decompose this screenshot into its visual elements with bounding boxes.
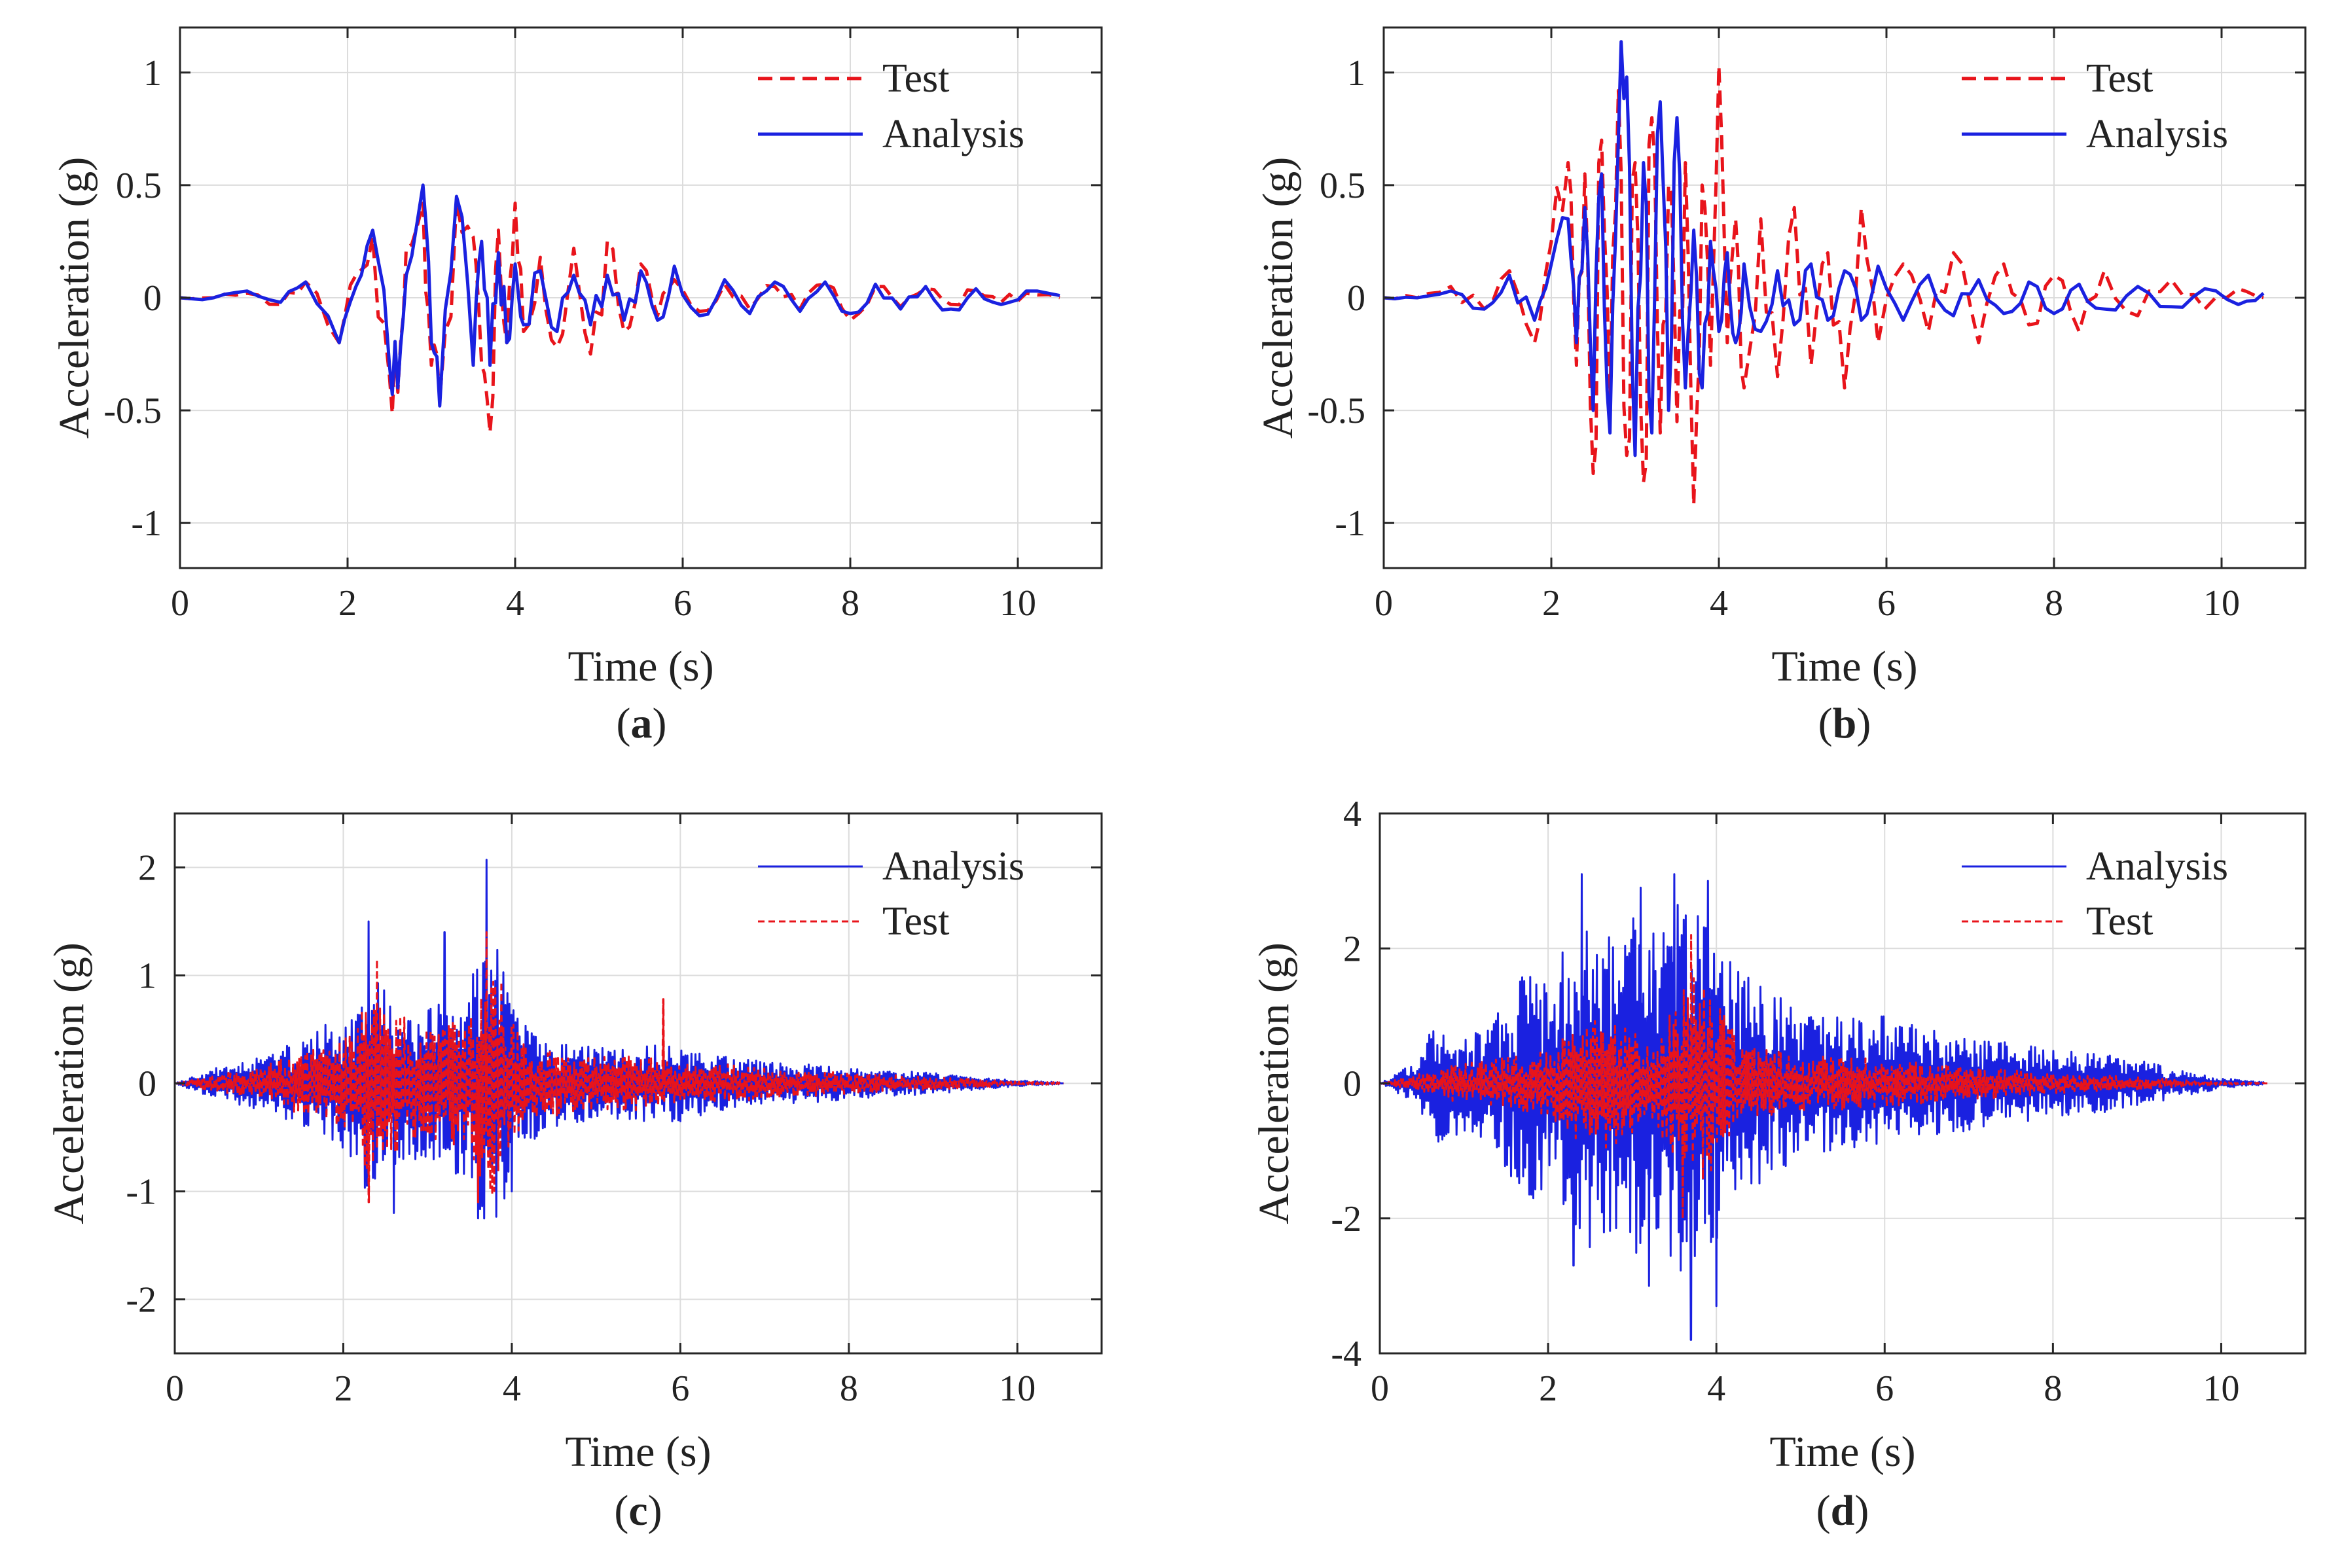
legend-label-test: Test [2086, 899, 2153, 944]
x-tick-label: 6 [671, 1368, 689, 1409]
legend-label-test: Test [2086, 56, 2153, 101]
y-tick-label: -1 [126, 1172, 156, 1213]
y-tick-label: 0.5 [116, 166, 162, 206]
panel-label-letter: d [1831, 1487, 1855, 1535]
panel-label-letter: b [1833, 700, 1857, 747]
x-tick-label: 0 [1371, 1368, 1389, 1409]
series-line-analysis [180, 183, 1060, 408]
series-line-analysis [1384, 40, 2265, 457]
x-tick-label: 2 [1542, 583, 1560, 624]
y-tick-label: 0 [143, 278, 162, 319]
y-tick-label: -1 [131, 503, 162, 544]
x-tick-label: 4 [1710, 583, 1728, 624]
y-tick-label: 0 [138, 1064, 156, 1105]
legend: Analysis Test [758, 844, 1024, 944]
x-axis-title: Time (s) [1771, 643, 1917, 690]
x-tick-label: 6 [1875, 1368, 1894, 1409]
x-axis-title: Time (s) [1769, 1428, 1915, 1476]
legend: Test Analysis [1962, 56, 2228, 156]
x-tick-label: 0 [1375, 583, 1393, 624]
panel-d: 0 2 4 6 8 10 -4 -2 0 2 4 Time (s) Acceleration (g) An… [1250, 794, 2307, 1535]
y-tick-label: -0.5 [103, 391, 162, 431]
panel-label-close: ) [1854, 1487, 1869, 1535]
panel-label: (b) [1818, 700, 1871, 747]
y-axis-title: Acceleration (g) [1254, 157, 1302, 439]
panel-label: (a) [617, 700, 667, 747]
x-tick-label: 10 [999, 1368, 1036, 1409]
x-axis-title: Time (s) [565, 1428, 711, 1476]
panel-label-open: ( [1816, 1487, 1831, 1535]
x-tick-label: 8 [841, 583, 859, 624]
x-tick-label: 10 [2203, 1368, 2239, 1409]
legend: Analysis Test [1962, 844, 2228, 944]
series-line-test [175, 931, 1064, 1203]
x-tick-label: 2 [338, 583, 357, 624]
y-tick-label: 2 [1343, 929, 1361, 969]
x-tick-label: 10 [1000, 583, 1036, 624]
panel-label-close: ) [653, 700, 667, 747]
x-tick-label: 6 [674, 583, 692, 624]
legend-label-analysis: Analysis [882, 112, 1024, 156]
panel-label-letter: c [628, 1487, 647, 1535]
x-tick-label: 10 [2203, 583, 2240, 624]
y-axis-title: Acceleration (g) [1250, 942, 1298, 1224]
y-tick-label: 0 [1343, 1064, 1361, 1105]
y-tick-label: 0 [1347, 278, 1365, 319]
panel-label-close: ) [648, 1487, 662, 1535]
x-tick-label: 4 [503, 1368, 521, 1409]
series-line-test [1380, 934, 2267, 1220]
panel-label-close: ) [1856, 700, 1871, 747]
panel-label-open: ( [614, 1487, 628, 1535]
panel-label-letter: a [631, 700, 653, 747]
y-tick-label: 2 [138, 848, 156, 889]
y-tick-label: -0.5 [1307, 391, 1365, 431]
x-tick-label: 6 [1877, 583, 1896, 624]
y-tick-label: -1 [1335, 503, 1365, 544]
series-line-analysis [175, 859, 1064, 1220]
x-tick-label: 4 [506, 583, 524, 624]
y-tick-label: 1 [1347, 53, 1365, 94]
legend-label-analysis: Analysis [882, 844, 1024, 889]
legend-label-analysis: Analysis [2086, 112, 2228, 156]
panel-label: (c) [614, 1487, 662, 1535]
y-tick-label: -4 [1331, 1334, 1361, 1374]
legend-label-test: Test [882, 899, 949, 944]
panel-c: 0 2 4 6 8 10 -2 -1 0 1 2 Time (s) Acceleration (g) An… [45, 812, 1103, 1535]
panel-label-open: ( [617, 700, 631, 747]
y-tick-label: -2 [1331, 1199, 1361, 1239]
x-tick-label: 2 [1539, 1368, 1557, 1409]
y-tick-label: 1 [138, 956, 156, 997]
x-tick-label: 0 [171, 583, 189, 624]
y-axis-title: Acceleration (g) [50, 157, 98, 439]
x-tick-label: 4 [1707, 1368, 1725, 1409]
x-tick-label: 2 [334, 1368, 352, 1409]
panel-label: (d) [1816, 1487, 1869, 1535]
legend-label-analysis: Analysis [2086, 844, 2228, 889]
y-tick-label: -2 [126, 1280, 156, 1321]
legend: Test Analysis [758, 56, 1024, 156]
x-axis-title: Time (s) [568, 643, 713, 690]
y-tick-label: 4 [1343, 794, 1361, 834]
x-tick-label: 0 [166, 1368, 184, 1409]
y-axis-title: Acceleration (g) [45, 942, 93, 1224]
legend-label-test: Test [882, 56, 949, 101]
panel-b: 0 2 4 6 8 10 -1 -0.5 0 0.5 1 Time (s) Acceleration (… [1254, 26, 2307, 747]
y-tick-label: 0.5 [1320, 166, 1365, 206]
panel-label-open: ( [1818, 700, 1833, 747]
x-tick-label: 8 [2045, 583, 2063, 624]
x-tick-label: 8 [2044, 1368, 2062, 1409]
y-tick-label: 1 [143, 53, 162, 94]
panel-a: 0 2 4 6 8 10 -1 -0.5 0 0.5 1 Time (s) Acceleration (… [50, 26, 1103, 747]
x-tick-label: 8 [840, 1368, 858, 1409]
